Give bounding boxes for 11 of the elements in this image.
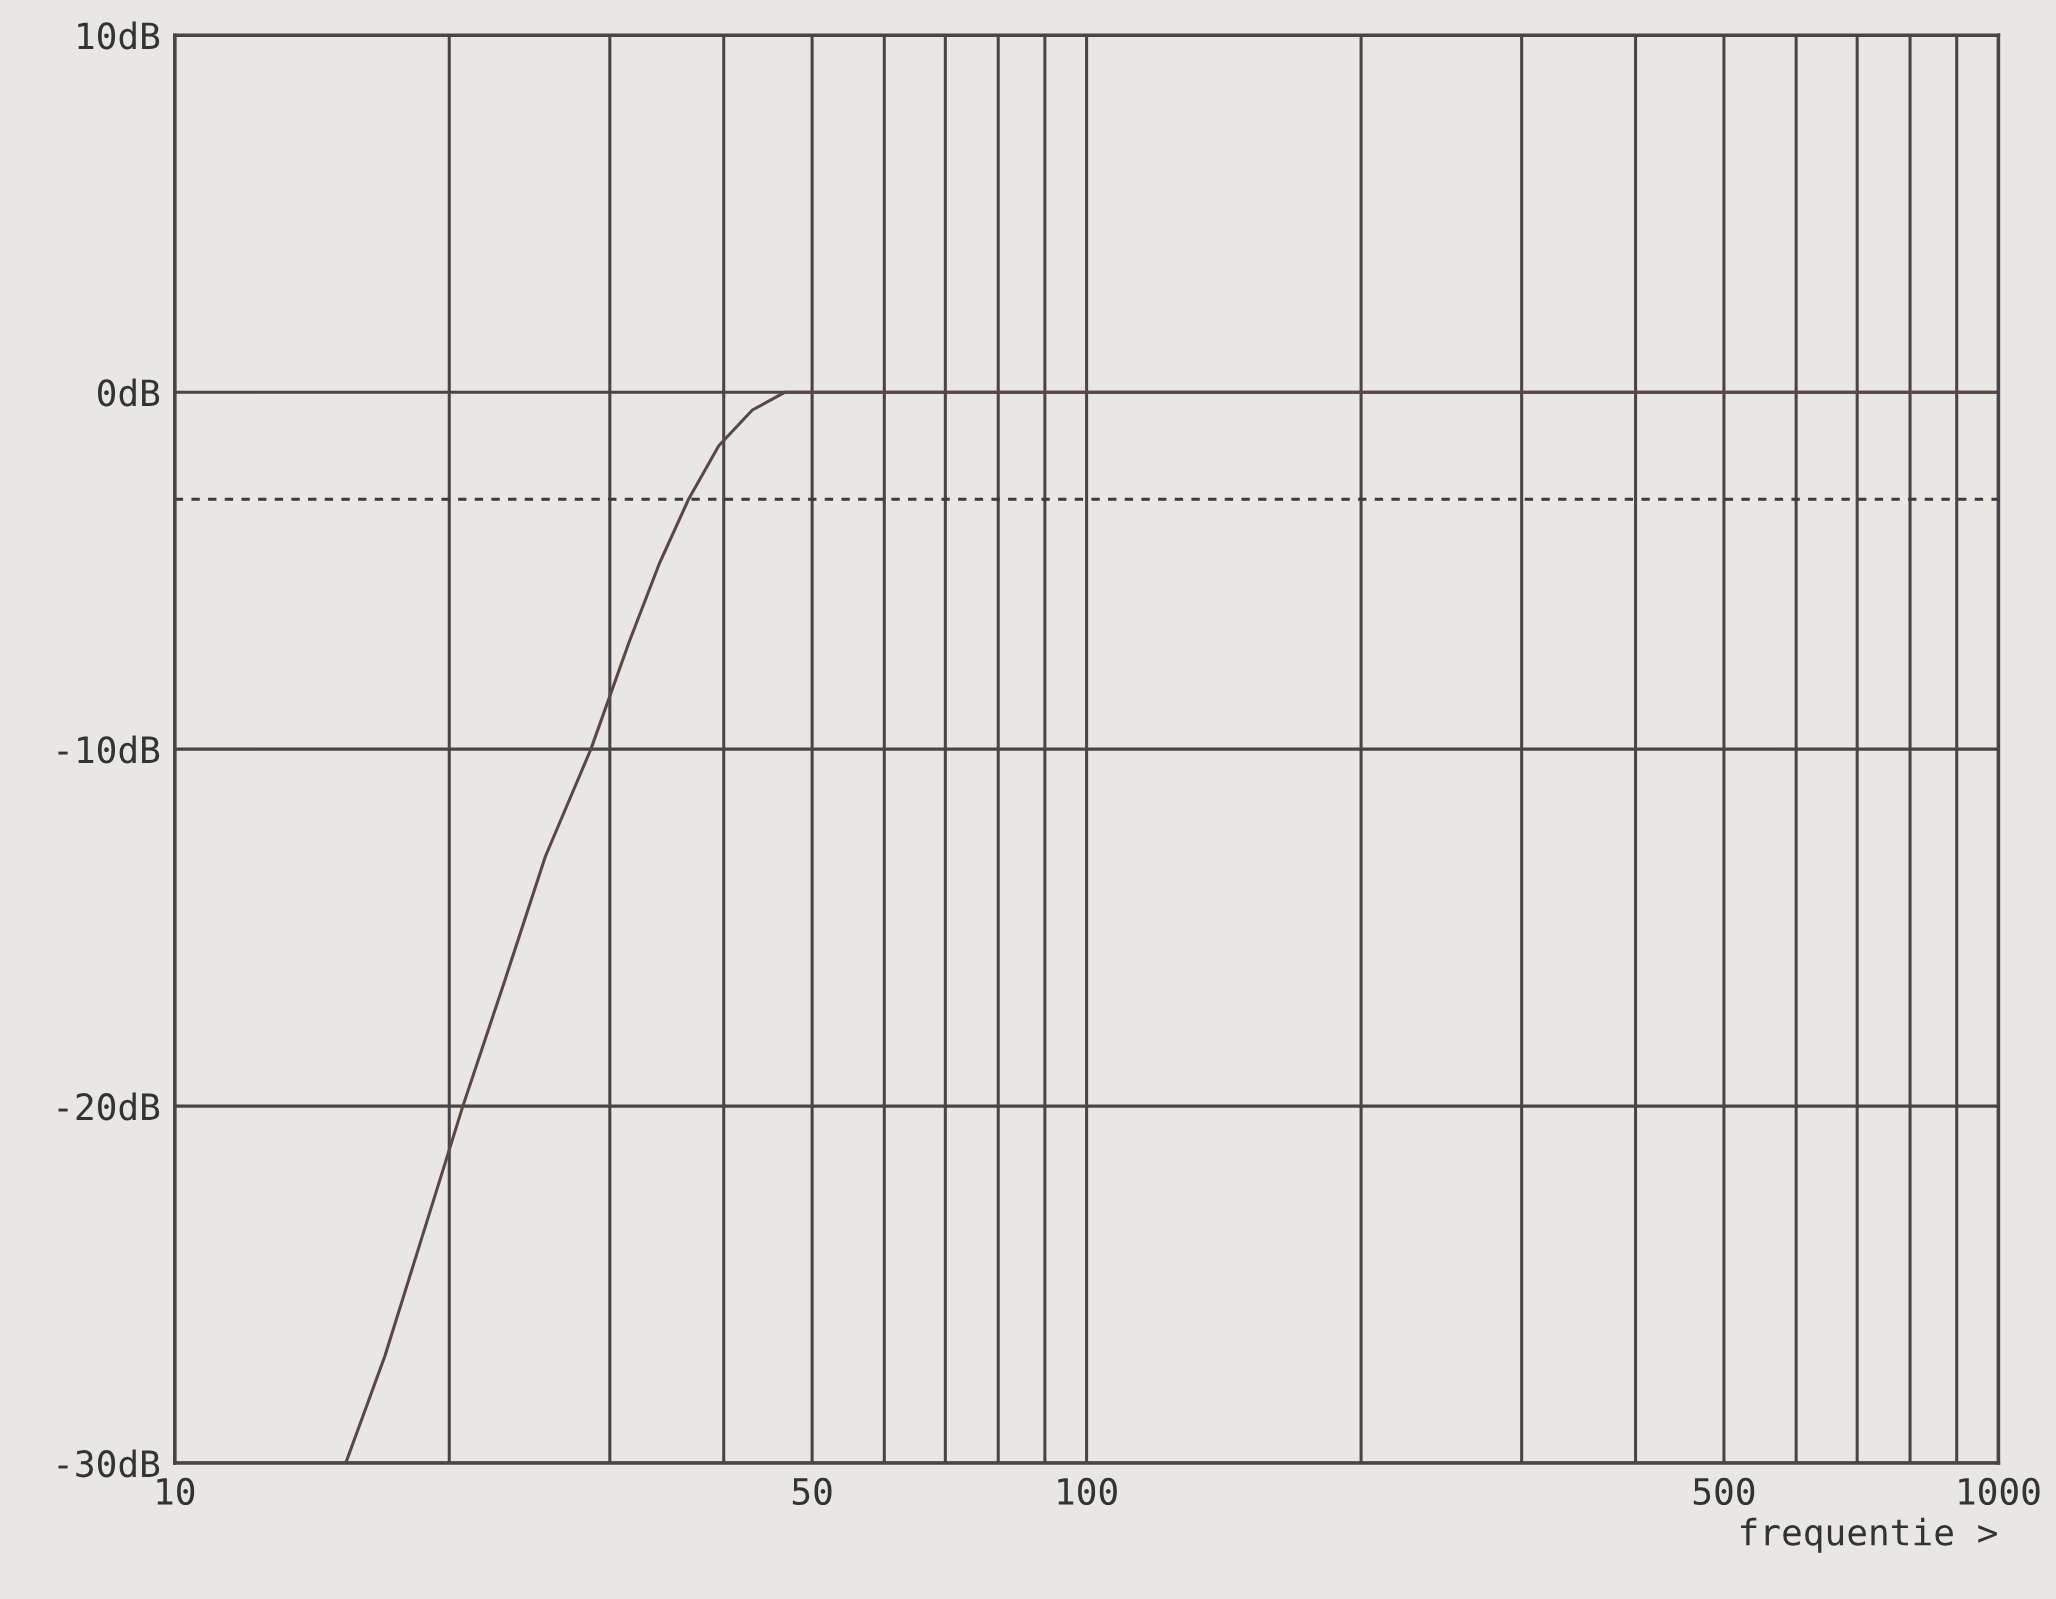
y-tick-label: -10dB: [58, 735, 160, 764]
y-tick-label: -20dB: [58, 1092, 160, 1121]
x-axis-title: frequentie >: [1740, 1517, 1997, 1553]
x-tick-label: 10: [157, 1477, 195, 1506]
x-tick-label: 500: [1693, 1477, 1755, 1506]
y-tick-label: 0dB: [98, 378, 160, 407]
y-tick-label: -30dB: [58, 1449, 160, 1478]
x-tick-label: 50: [792, 1477, 832, 1506]
x-tick-label: 100: [1058, 1477, 1117, 1506]
x-tick-label: 1000: [1959, 1477, 2040, 1506]
y-tick-label: 10dB: [78, 21, 160, 50]
